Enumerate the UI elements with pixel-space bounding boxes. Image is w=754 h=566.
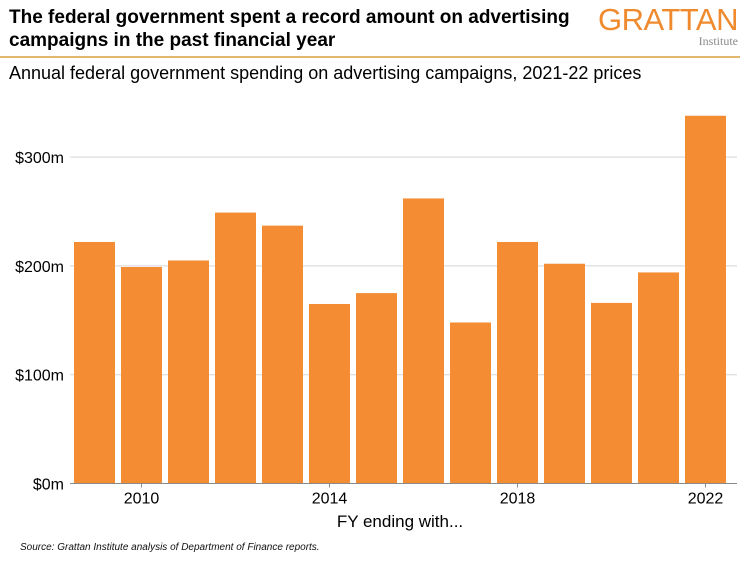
source-note: Source: Grattan Institute analysis of De… (20, 542, 320, 553)
x-tick-label: 2014 (312, 491, 348, 508)
bar-2022 (685, 115, 726, 484)
title-divider (0, 56, 740, 58)
bar-2018 (497, 241, 538, 484)
bar-2019 (544, 263, 585, 484)
bar-2010 (121, 266, 162, 484)
y-tick-label: $300m (15, 150, 64, 167)
bar-2021 (638, 272, 679, 484)
bar-2011 (168, 260, 209, 484)
bar-2015 (356, 293, 397, 484)
x-tick-label: 2010 (124, 491, 160, 508)
bar-2012 (215, 212, 256, 484)
bars (74, 115, 726, 484)
bar-2017 (450, 322, 491, 484)
logo-main-text: GRATTAN (597, 2, 739, 37)
logo-sub-text: Institute (698, 34, 738, 48)
bar-2016 (403, 198, 444, 484)
bar-2020 (591, 302, 632, 484)
x-tick-label: 2022 (688, 491, 724, 508)
x-axis-title: FY ending with... (337, 512, 463, 531)
y-tick-label: $100m (15, 368, 64, 385)
y-tick-label: $200m (15, 259, 64, 276)
bar-2009 (74, 241, 115, 484)
chart-subtitle: Annual federal government spending on ad… (9, 63, 642, 83)
x-axis: 2010 2014 2018 2022 (70, 483, 737, 508)
grattan-logo: GRATTAN Institute (597, 2, 739, 48)
y-tick-label: $0m (33, 477, 64, 494)
y-axis: $0m $100m $200m $300m (15, 150, 64, 493)
x-tick-label: 2018 (500, 491, 536, 508)
bar-2014 (309, 303, 350, 484)
chart-title: The federal government spent a record am… (9, 7, 570, 51)
bar-2013 (262, 225, 303, 484)
